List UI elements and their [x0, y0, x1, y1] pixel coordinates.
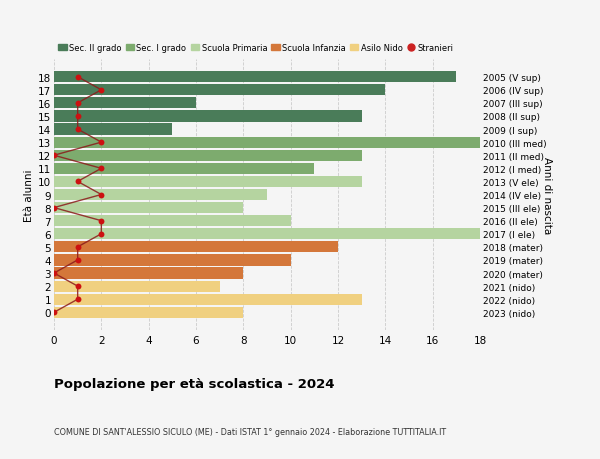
Point [97, 218, 106, 225]
Point [73, 100, 82, 107]
Point [97, 139, 106, 146]
Bar [54, 137, 480, 148]
Point [73, 244, 82, 251]
Point [49, 204, 59, 212]
Bar [54, 98, 196, 109]
Bar [54, 255, 290, 266]
Bar [54, 111, 362, 122]
Point [73, 113, 82, 120]
Bar [54, 216, 290, 227]
Text: Popolazione per età scolastica - 2024: Popolazione per età scolastica - 2024 [54, 377, 335, 390]
Point [97, 230, 106, 238]
Point [73, 283, 82, 290]
Bar [54, 307, 244, 318]
Point [73, 126, 82, 134]
Y-axis label: Età alunni: Età alunni [24, 169, 34, 221]
Point [73, 296, 82, 303]
Bar [54, 268, 244, 279]
Bar [54, 85, 385, 96]
Point [49, 309, 59, 316]
Bar [54, 163, 314, 174]
Point [73, 257, 82, 264]
Point [97, 87, 106, 94]
Point [97, 191, 106, 199]
Bar [54, 72, 457, 83]
Point [97, 165, 106, 173]
Bar [54, 151, 362, 162]
Point [49, 152, 59, 160]
Legend: Sec. II grado, Sec. I grado, Scuola Primaria, Scuola Infanzia, Asilo Nido, Stran: Sec. II grado, Sec. I grado, Scuola Prim… [58, 44, 454, 53]
Y-axis label: Anni di nascita: Anni di nascita [542, 157, 552, 234]
Text: COMUNE DI SANT'ALESSIO SICULO (ME) - Dati ISTAT 1° gennaio 2024 - Elaborazione T: COMUNE DI SANT'ALESSIO SICULO (ME) - Dat… [54, 427, 446, 436]
Bar [54, 176, 362, 188]
Bar [54, 202, 244, 214]
Point [73, 74, 82, 81]
Point [73, 179, 82, 186]
Bar [54, 124, 172, 135]
Bar [54, 190, 267, 201]
Bar [54, 281, 220, 292]
Point [49, 270, 59, 277]
Bar [54, 229, 480, 240]
Bar [54, 294, 362, 305]
Bar [54, 242, 338, 253]
